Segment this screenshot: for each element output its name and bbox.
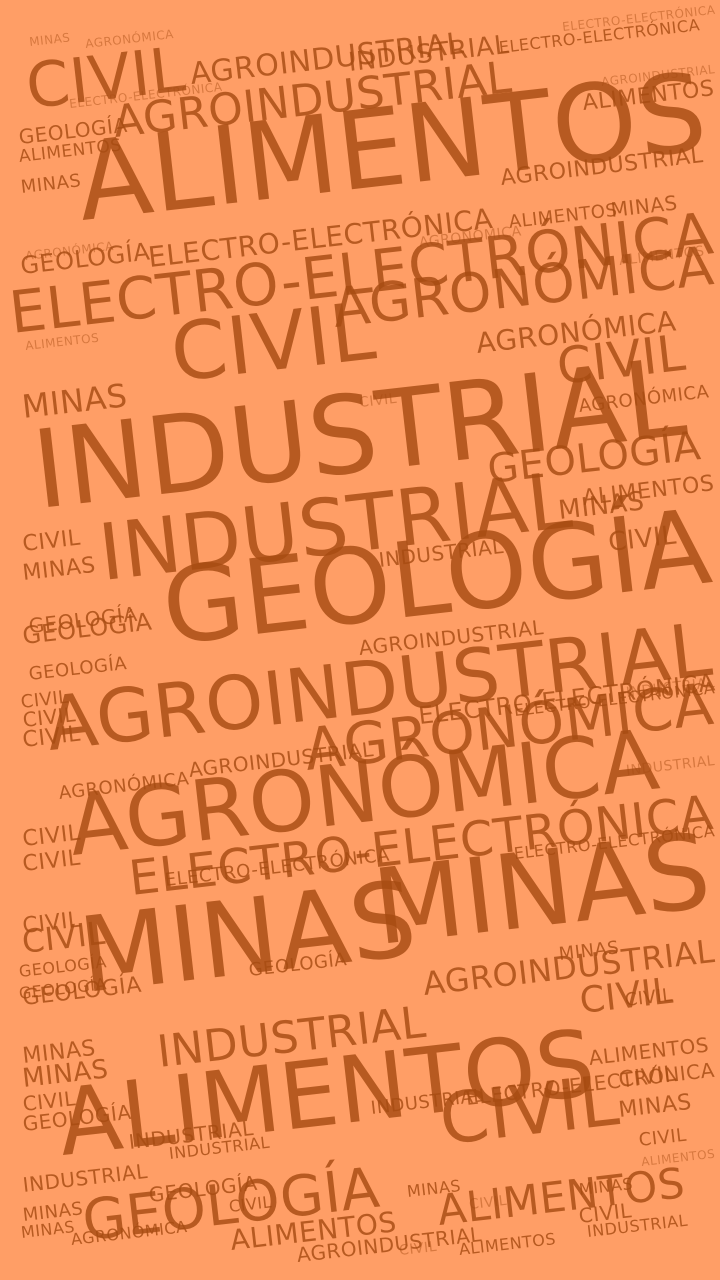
word-civil: CIVIL (21, 525, 82, 557)
word-civil: CIVIL (21, 845, 82, 877)
word-civil: CIVIL (637, 1124, 688, 1151)
word-civil: CIVIL (553, 323, 689, 396)
word-minas: MINAS (19, 170, 83, 198)
word-civil: CIVIL (227, 1192, 273, 1216)
word-civil: CIVIL (468, 1192, 508, 1213)
word-minas: MINAS (21, 552, 98, 586)
word-civil: CIVIL (577, 1198, 633, 1228)
word-minas: MINAS (73, 857, 423, 1017)
word-civil: CIVIL (398, 1238, 438, 1259)
word-civil: CIVIL (606, 520, 679, 558)
word-civil: CIVIL (358, 390, 398, 411)
word-minas: MINAS (19, 1216, 76, 1242)
word-minas: MINAS (617, 1089, 694, 1123)
